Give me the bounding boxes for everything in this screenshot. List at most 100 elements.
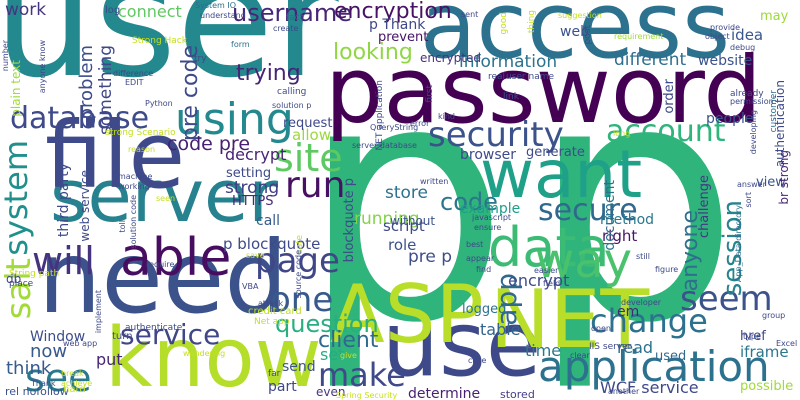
word-know: know [105, 311, 322, 400]
word-request: request [283, 116, 333, 131]
word-seem: seem [680, 279, 773, 319]
word-change: change [590, 302, 708, 340]
word-used: used [655, 349, 687, 364]
word-anyone-know: anyone know [38, 40, 47, 94]
word-user-name: user name [506, 72, 555, 82]
word-secure: secure [538, 193, 638, 228]
word-source-code: source code [294, 250, 303, 299]
word-work: work [5, 0, 47, 20]
word-trying: trying [236, 61, 301, 86]
word-script: script [383, 217, 425, 235]
word-figure: figure [655, 265, 679, 274]
word-give: give [340, 351, 357, 360]
word-solution-p: solution p [272, 101, 312, 110]
word-wondering: wondering [183, 349, 226, 358]
word-p: p [530, 11, 740, 395]
word-question: question [275, 310, 379, 338]
word-developing: developing [749, 110, 758, 155]
word-running: running [354, 209, 420, 229]
word-appear: appear [466, 254, 495, 263]
word-group: group [762, 311, 786, 320]
word-stored: stored [500, 388, 535, 400]
word-data: data [488, 216, 610, 279]
word-determine: determine [408, 386, 481, 400]
word-debug: debug [730, 43, 756, 52]
word-type: type [743, 332, 761, 341]
word-difference: difference [113, 69, 154, 78]
word-username: username [232, 0, 352, 27]
word-file: file [45, 102, 186, 209]
word-iframe: iframe [740, 343, 789, 361]
word-challenge: challenge [697, 175, 712, 239]
word-encrypted: encrypted [420, 51, 481, 65]
word-window: Window [30, 329, 86, 345]
word-case: case [468, 356, 487, 365]
word-clear: clear [570, 351, 590, 360]
word-something: something [96, 45, 116, 136]
word-table: table [480, 320, 521, 339]
word-use: use [382, 292, 542, 397]
word-service: service [120, 318, 221, 351]
word-call: call [256, 213, 281, 229]
word-method: method [600, 212, 655, 228]
word-see: see [25, 356, 92, 400]
word-right: right [602, 227, 638, 245]
word-rel-nofollow: rel nofollow [5, 385, 69, 398]
word-read: read [617, 338, 654, 357]
word-third-party: third party [56, 163, 72, 238]
word-wcf-service: WCF service [600, 378, 699, 397]
word-idea: idea [731, 26, 764, 44]
word-view: view [756, 175, 786, 190]
word-seen: seen [156, 194, 176, 203]
word-able: able [120, 228, 232, 288]
word-sort: sort [744, 192, 753, 208]
word-generate: generate [526, 145, 585, 160]
word-solution-code: solution code [129, 195, 138, 249]
word-number: number [1, 40, 10, 72]
word-possible: possible [740, 379, 794, 394]
word-time: time [525, 341, 562, 360]
word-want: want [480, 136, 643, 213]
word-asp: ASP [330, 268, 484, 361]
word-href: href [740, 329, 766, 344]
word-error: error [410, 119, 430, 128]
word-server-database: server database [352, 141, 417, 150]
word-make: make [318, 356, 406, 394]
word-part: part [268, 379, 297, 395]
word-edit: EDIT [125, 78, 144, 87]
word-allow: allow [292, 126, 331, 144]
word-written: written [420, 177, 449, 186]
word-vba: VBA [242, 282, 259, 291]
word-server: server [50, 154, 278, 238]
word-achieve: achieve [61, 379, 93, 388]
word-app-data-directory: App_Data directory [734, 205, 743, 283]
word-break: break [61, 369, 84, 378]
word-browser: browser [460, 147, 517, 163]
word-p: p [300, 11, 510, 395]
word-hard: hard [63, 384, 86, 395]
word-website: website [698, 53, 753, 69]
word-now: now [30, 341, 68, 362]
word-credit-card: credit card [248, 306, 302, 317]
word-system: system [0, 140, 35, 256]
word-code-pre: code pre [167, 133, 251, 155]
word-password: password [325, 37, 762, 144]
word-requirement: requirement [614, 32, 664, 41]
word-provide: provide [710, 23, 741, 32]
word-working: working [118, 182, 150, 191]
word-connect: connect [118, 2, 182, 21]
word-system-io: System IO [195, 1, 237, 10]
word-decrypt: decrypt [225, 145, 287, 164]
word-send: send [282, 359, 316, 375]
word-document: document [602, 180, 618, 251]
word-plain-text: plain text [9, 60, 23, 117]
word-site: site [274, 136, 343, 180]
word-setting: setting [226, 166, 272, 181]
word-https: HTTPS [232, 194, 274, 209]
word-strong: strong [225, 178, 280, 198]
word-web: web [560, 24, 589, 40]
word-understand: understand [200, 11, 246, 20]
word-thank: Thank [31, 379, 56, 388]
word-p-blockquote: p blockquote [223, 235, 321, 253]
word-permission: permission [730, 97, 774, 106]
